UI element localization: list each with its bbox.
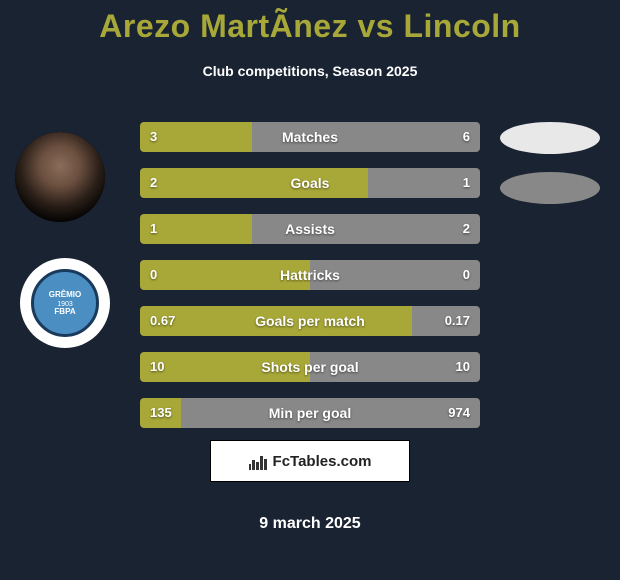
stat-label: Matches bbox=[140, 122, 480, 152]
page-subtitle: Club competitions, Season 2025 bbox=[0, 63, 620, 79]
stat-label: Hattricks bbox=[140, 260, 480, 290]
player1-avatar-image bbox=[15, 132, 105, 222]
stat-row: 10Shots per goal10 bbox=[140, 352, 480, 382]
stat-right-value: 974 bbox=[448, 398, 470, 428]
player2-club-badge bbox=[500, 172, 600, 204]
stat-label: Goals bbox=[140, 168, 480, 198]
stat-label: Shots per goal bbox=[140, 352, 480, 382]
club-name: GRÊMIO bbox=[49, 291, 81, 299]
stats-container: 3Matches62Goals11Assists20Hattricks00.67… bbox=[140, 122, 480, 444]
stat-label: Min per goal bbox=[140, 398, 480, 428]
stat-row: 135Min per goal974 bbox=[140, 398, 480, 428]
date-text: 9 march 2025 bbox=[0, 515, 620, 533]
stat-row: 1Assists2 bbox=[140, 214, 480, 244]
stat-right-value: 2 bbox=[463, 214, 470, 244]
stat-right-value: 1 bbox=[463, 168, 470, 198]
branding-text: FcTables.com bbox=[273, 453, 372, 470]
stat-label: Assists bbox=[140, 214, 480, 244]
stat-row: 2Goals1 bbox=[140, 168, 480, 198]
stat-label: Goals per match bbox=[140, 306, 480, 336]
player2-avatar bbox=[500, 122, 600, 154]
stat-right-value: 0 bbox=[463, 260, 470, 290]
player1-avatar bbox=[15, 132, 105, 222]
stat-row: 0Hattricks0 bbox=[140, 260, 480, 290]
chart-icon bbox=[249, 452, 267, 470]
club-badge-inner: GRÊMIO 1903 FBPA bbox=[31, 269, 99, 337]
stat-right-value: 6 bbox=[463, 122, 470, 152]
branding-box: FcTables.com bbox=[210, 440, 410, 482]
page-title: Arezo MartÃnez vs Lincoln bbox=[0, 0, 620, 45]
club-sub: FBPA bbox=[54, 308, 75, 316]
stat-row: 0.67Goals per match0.17 bbox=[140, 306, 480, 336]
stat-right-value: 0.17 bbox=[445, 306, 470, 336]
stat-right-value: 10 bbox=[456, 352, 470, 382]
player1-club-badge: GRÊMIO 1903 FBPA bbox=[20, 258, 110, 348]
stat-row: 3Matches6 bbox=[140, 122, 480, 152]
